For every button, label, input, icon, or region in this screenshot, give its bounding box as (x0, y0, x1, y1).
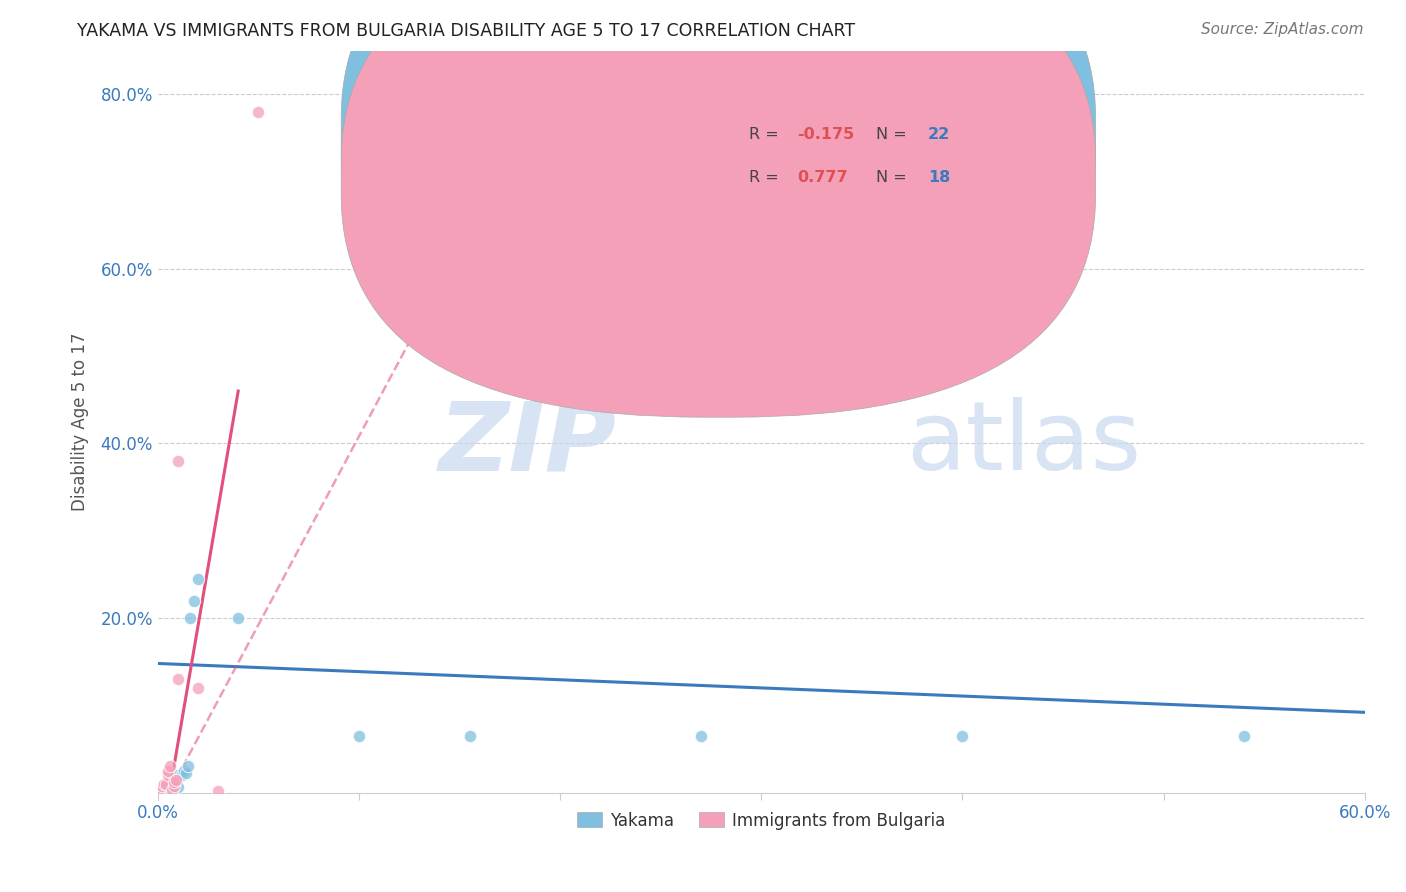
Point (174, 766, 197, 780)
FancyBboxPatch shape (689, 118, 955, 214)
Point (146, 784, 169, 798)
Point (247, 104, 270, 119)
Point (163, 777, 186, 791)
Point (177, 759, 200, 773)
FancyBboxPatch shape (342, 0, 1095, 374)
Point (155, 777, 177, 791)
Point (952, 729, 974, 743)
Point (166, 780, 188, 795)
Text: R =: R = (749, 127, 785, 142)
Point (160, 780, 183, 794)
Point (152, 777, 174, 791)
Text: YAKAMA VS IMMIGRANTS FROM BULGARIA DISABILITY AGE 5 TO 17 CORRELATION CHART: YAKAMA VS IMMIGRANTS FROM BULGARIA DISAB… (77, 22, 855, 40)
Text: 22: 22 (928, 127, 950, 142)
Point (1233, 729, 1256, 743)
Point (207, 784, 229, 798)
Point (165, 772, 187, 787)
Point (166, 768, 188, 782)
Point (183, 593, 205, 607)
Point (156, 782, 179, 797)
Text: -0.175: -0.175 (797, 127, 855, 142)
Point (690, 729, 713, 743)
Point (166, 454, 188, 468)
Point (156, 768, 179, 782)
Point (165, 774, 187, 789)
Text: 0.777: 0.777 (797, 170, 848, 186)
Legend: Yakama, Immigrants from Bulgaria: Yakama, Immigrants from Bulgaria (571, 805, 952, 837)
Point (150, 779, 173, 793)
Point (160, 783, 183, 797)
Text: R =: R = (749, 170, 785, 186)
Point (146, 780, 169, 795)
Point (187, 572, 209, 586)
Point (458, 729, 481, 743)
Y-axis label: Disability Age 5 to 17: Disability Age 5 to 17 (72, 333, 89, 511)
Text: Source: ZipAtlas.com: Source: ZipAtlas.com (1201, 22, 1364, 37)
Text: N =: N = (876, 127, 912, 142)
Point (347, 729, 370, 743)
Point (156, 764, 179, 778)
Point (170, 768, 193, 782)
FancyBboxPatch shape (342, 0, 1095, 417)
Point (146, 783, 169, 797)
Point (152, 781, 174, 796)
Point (160, 777, 183, 791)
Point (159, 759, 181, 773)
Point (179, 611, 201, 625)
Text: atlas: atlas (905, 398, 1142, 491)
Text: N =: N = (876, 170, 912, 186)
Point (166, 672, 188, 686)
Text: ZIP: ZIP (439, 398, 616, 491)
Point (226, 611, 249, 625)
Point (187, 681, 209, 695)
Point (173, 764, 195, 778)
Point (163, 775, 186, 789)
Point (149, 782, 172, 797)
Point (163, 779, 186, 793)
Text: 18: 18 (928, 170, 950, 186)
